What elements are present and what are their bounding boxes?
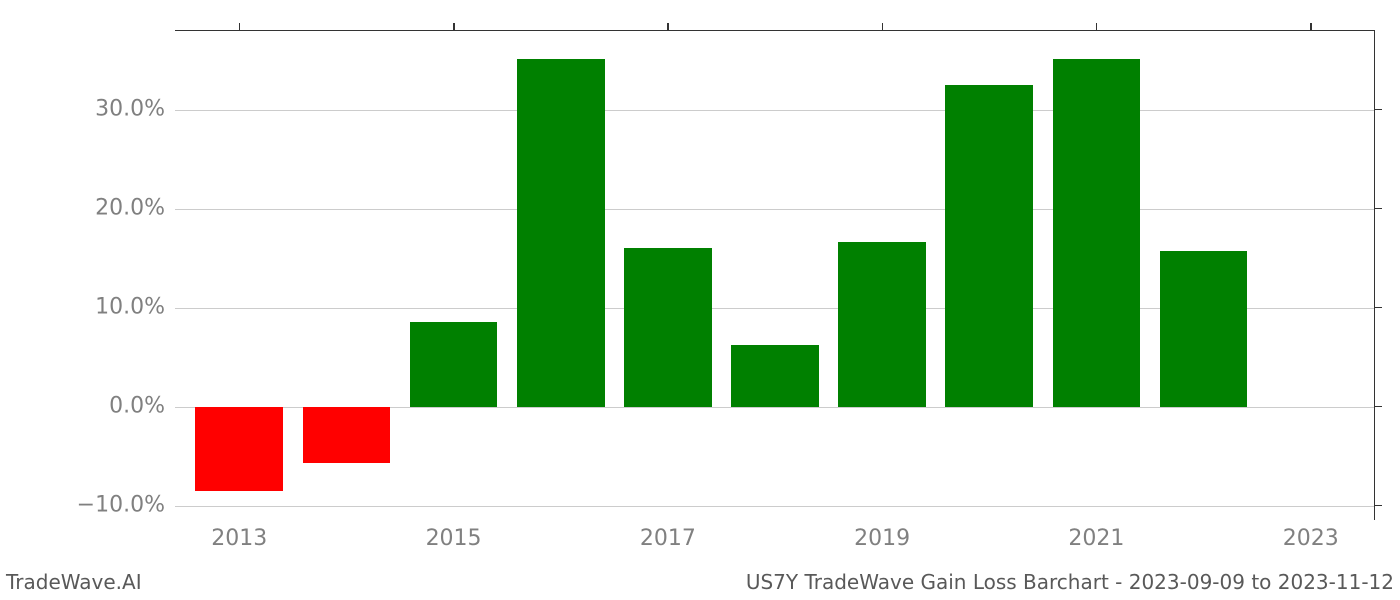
gridline: [175, 110, 1374, 111]
bar: [517, 59, 605, 407]
bar: [410, 322, 498, 407]
bar: [1053, 59, 1141, 407]
xtick-label: 2023: [1283, 526, 1339, 551]
bar: [303, 407, 391, 462]
ytick-mark: [1375, 406, 1382, 408]
plot-area: [175, 30, 1375, 520]
ytick-label: 0.0%: [65, 394, 165, 419]
xtick-mark: [882, 23, 884, 30]
bar: [945, 85, 1033, 407]
bar: [838, 242, 926, 407]
footer-left-branding: TradeWave.AI: [6, 570, 142, 594]
bar: [731, 345, 819, 407]
bar: [624, 248, 712, 407]
ytick-mark: [1375, 505, 1382, 507]
chart-figure: TradeWave.AI US7Y TradeWave Gain Loss Ba…: [0, 0, 1400, 600]
xtick-mark: [1310, 23, 1312, 30]
ytick-label: −10.0%: [65, 493, 165, 518]
gridline: [175, 506, 1374, 507]
xtick-label: 2013: [211, 526, 267, 551]
ytick-label: 20.0%: [65, 196, 165, 221]
xtick-label: 2017: [640, 526, 696, 551]
xtick-mark: [453, 23, 455, 30]
xtick-mark: [667, 23, 669, 30]
bar: [1160, 251, 1248, 407]
xtick-label: 2021: [1068, 526, 1124, 551]
xtick-label: 2019: [854, 526, 910, 551]
ytick-mark: [1375, 208, 1382, 210]
xtick-label: 2015: [426, 526, 482, 551]
bar: [195, 407, 283, 491]
ytick-label: 30.0%: [65, 97, 165, 122]
xtick-mark: [239, 23, 241, 30]
ytick-label: 10.0%: [65, 295, 165, 320]
xtick-mark: [1096, 23, 1098, 30]
gridline: [175, 209, 1374, 210]
ytick-mark: [1375, 307, 1382, 309]
ytick-mark: [1375, 109, 1382, 111]
footer-right-caption: US7Y TradeWave Gain Loss Barchart - 2023…: [746, 570, 1394, 594]
